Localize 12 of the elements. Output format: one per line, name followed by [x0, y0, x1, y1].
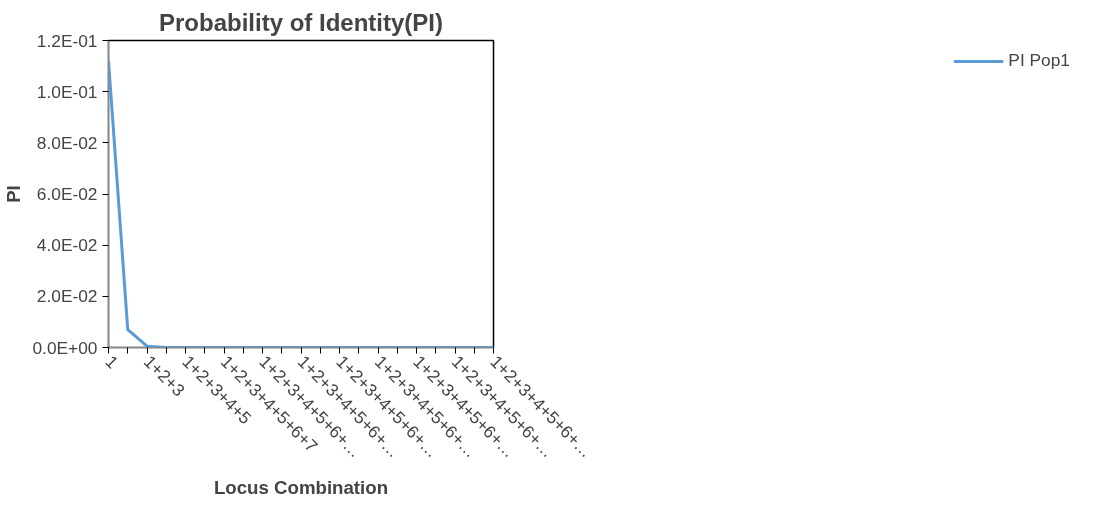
y-axis-title: PI [3, 185, 25, 203]
y-tick-label: 4.0E-02 [36, 235, 98, 256]
y-tick-label: 0.0E+00 [32, 337, 98, 358]
chart-title: Probability of Identity(PI) [159, 8, 444, 36]
y-tick-label: 8.0E-02 [36, 132, 98, 153]
y-tick-label: 1.0E-01 [36, 81, 98, 102]
y-tick-label: 2.0E-02 [36, 286, 98, 307]
y-tick-label: 6.0E-02 [36, 184, 98, 204]
legend-label: PI Pop1 [1008, 50, 1070, 71]
x-axis-title: Locus Combination [213, 476, 389, 498]
y-tick-label: 1.2E-01 [36, 30, 98, 51]
x-tick-label: 1 [101, 351, 123, 373]
